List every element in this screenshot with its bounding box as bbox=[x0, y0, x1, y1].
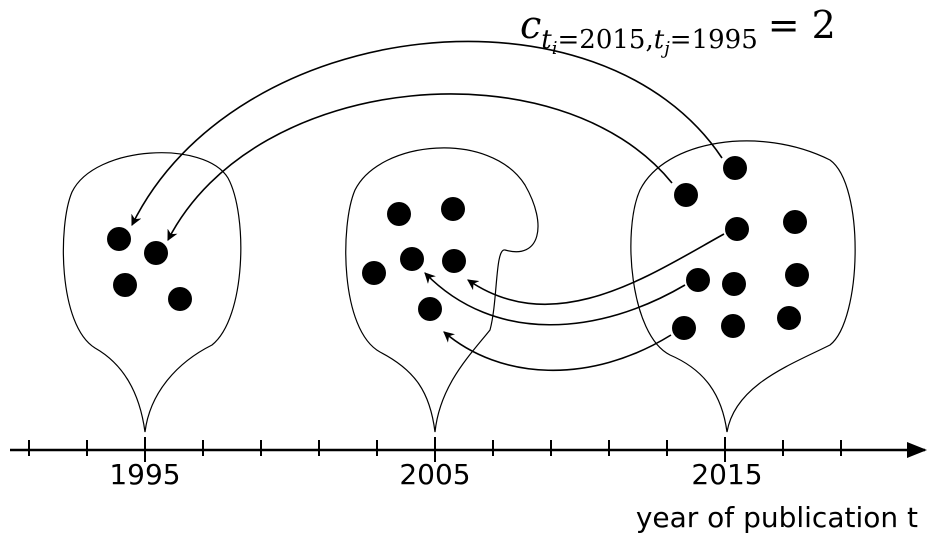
dot bbox=[168, 287, 192, 311]
dot bbox=[777, 306, 801, 330]
citation-arrow bbox=[131, 40, 723, 226]
dot bbox=[722, 272, 746, 296]
axis-title: year of publication t bbox=[636, 501, 918, 534]
dot bbox=[441, 197, 465, 221]
citation-arrow bbox=[424, 272, 686, 326]
group-2015 bbox=[630, 140, 856, 433]
formula-sub: i bbox=[552, 38, 558, 59]
formula-sub: =1995 bbox=[670, 25, 758, 55]
dot bbox=[785, 263, 809, 287]
group-1995 bbox=[62, 152, 242, 433]
dot bbox=[721, 314, 745, 338]
formula-sub: t bbox=[541, 25, 552, 55]
formula-sub: t bbox=[654, 25, 665, 55]
dot bbox=[672, 316, 696, 340]
axis-label: 2005 bbox=[399, 458, 470, 491]
dot bbox=[107, 227, 131, 251]
dot bbox=[442, 249, 466, 273]
citation-arrow bbox=[167, 93, 673, 241]
citation-arrow bbox=[443, 331, 672, 372]
dot bbox=[362, 261, 386, 285]
citation-arrow bbox=[467, 233, 725, 306]
formula-symbol: c bbox=[520, 3, 541, 47]
dot bbox=[418, 297, 442, 321]
dot bbox=[674, 183, 698, 207]
axis-ticks bbox=[28, 437, 842, 462]
formula-sub: j bbox=[660, 38, 670, 59]
dot bbox=[400, 247, 424, 271]
formula: cti=2015,tj=1995 = 2 bbox=[520, 3, 836, 59]
dot bbox=[113, 273, 137, 297]
dot bbox=[387, 202, 411, 226]
dots bbox=[107, 156, 809, 340]
formula-rhs: = 2 bbox=[768, 3, 836, 47]
axis-label: 1995 bbox=[109, 458, 180, 491]
dot bbox=[723, 156, 747, 180]
formula-sub: =2015, bbox=[558, 25, 654, 55]
axis-label: 2015 bbox=[691, 458, 762, 491]
dot bbox=[783, 210, 807, 234]
dot bbox=[725, 217, 749, 241]
group-2005 bbox=[345, 147, 539, 433]
dot bbox=[144, 241, 168, 265]
dot bbox=[686, 268, 710, 292]
